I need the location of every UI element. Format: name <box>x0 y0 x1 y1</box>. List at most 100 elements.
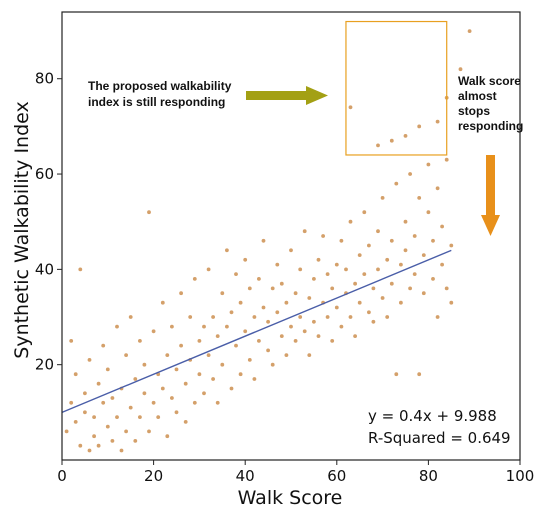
x-tick-label: 60 <box>327 467 346 485</box>
data-point <box>105 367 110 372</box>
data-point <box>270 362 275 367</box>
data-point <box>307 296 312 300</box>
data-point <box>412 272 417 276</box>
data-point <box>202 324 206 329</box>
y-tick-label: 20 <box>35 356 54 374</box>
data-point <box>403 219 408 224</box>
data-point <box>284 300 289 305</box>
data-point <box>257 277 261 281</box>
data-point <box>367 243 371 248</box>
data-point <box>206 353 211 357</box>
data-point <box>160 300 165 305</box>
data-point <box>334 305 339 310</box>
data-point <box>348 105 353 110</box>
data-point <box>229 386 234 391</box>
y-tick-label: 40 <box>35 260 54 278</box>
data-point <box>101 400 106 405</box>
data-point <box>412 234 417 238</box>
data-point <box>293 291 298 296</box>
data-point <box>229 310 234 315</box>
data-point <box>192 400 197 405</box>
data-point <box>376 267 380 272</box>
right-annotation-line1: Walk score <box>458 74 521 88</box>
data-point <box>325 272 330 276</box>
data-point <box>389 238 394 243</box>
data-point <box>156 415 161 419</box>
data-point <box>385 257 390 262</box>
data-point <box>119 448 124 453</box>
data-point <box>96 381 101 386</box>
y-tick-label: 60 <box>35 165 54 183</box>
x-tick-label: 100 <box>506 467 535 485</box>
highlight-box <box>345 20 448 156</box>
data-point <box>289 248 293 253</box>
data-point <box>105 424 110 429</box>
data-point <box>353 281 357 286</box>
data-point <box>234 343 238 348</box>
data-point <box>92 434 96 439</box>
data-point <box>128 315 133 319</box>
data-point <box>142 391 147 396</box>
data-point <box>238 372 243 377</box>
data-point <box>165 353 170 357</box>
data-point <box>83 410 87 415</box>
data-point <box>458 67 463 72</box>
data-point <box>92 415 96 419</box>
data-point <box>362 210 367 215</box>
data-point <box>252 377 257 381</box>
left-annotation-line1: The proposed walkability <box>88 79 232 93</box>
data-point <box>73 420 78 424</box>
data-point <box>261 305 266 310</box>
data-point <box>128 405 133 410</box>
data-point <box>380 296 385 300</box>
data-point <box>312 277 316 281</box>
data-point <box>316 334 321 338</box>
data-point <box>389 138 394 143</box>
data-point <box>138 339 142 343</box>
data-point <box>174 367 179 372</box>
data-point <box>110 396 115 400</box>
data-point <box>307 353 312 357</box>
data-point <box>449 243 454 248</box>
x-tick-label: 20 <box>144 467 163 485</box>
data-point <box>435 186 440 191</box>
data-point <box>220 362 225 367</box>
data-point <box>192 277 197 281</box>
data-point <box>426 210 431 215</box>
data-point <box>96 443 101 448</box>
data-point <box>202 391 206 396</box>
data-point <box>211 377 216 381</box>
data-point <box>440 262 444 267</box>
data-point <box>160 386 165 391</box>
data-point <box>243 257 248 262</box>
data-point <box>64 429 69 434</box>
data-point <box>279 334 284 338</box>
data-point <box>348 315 353 319</box>
data-point <box>362 272 367 276</box>
data-point <box>275 262 280 267</box>
data-point <box>266 348 270 353</box>
data-point <box>179 291 184 296</box>
data-point <box>138 415 142 419</box>
data-point <box>243 329 248 334</box>
data-point <box>270 286 275 291</box>
data-point <box>266 319 270 324</box>
data-point <box>421 291 426 296</box>
data-point <box>165 434 170 439</box>
data-point <box>417 124 422 129</box>
data-point <box>78 267 83 272</box>
data-point <box>371 319 376 324</box>
data-point <box>440 224 444 229</box>
data-point <box>421 253 426 257</box>
data-points <box>64 29 472 453</box>
data-point <box>403 134 408 138</box>
right-annotation-line3: stops <box>458 104 490 118</box>
data-point <box>376 143 380 148</box>
y-tick-label: 80 <box>35 70 54 88</box>
equation-label: y = 0.4x + 9.988 <box>368 407 497 425</box>
data-point <box>449 300 454 305</box>
data-point <box>179 343 184 348</box>
data-point <box>321 234 325 238</box>
data-point <box>330 286 335 291</box>
annotation-arrow-down <box>481 155 500 236</box>
